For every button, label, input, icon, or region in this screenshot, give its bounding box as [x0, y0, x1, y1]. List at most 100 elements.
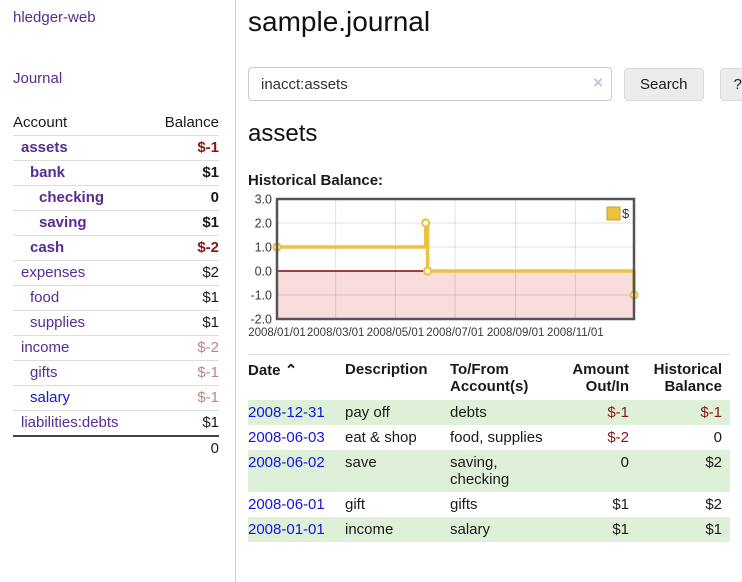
- transaction-historical: $2: [705, 496, 722, 513]
- transaction-amount: $1: [560, 517, 637, 542]
- svg-text:3.0: 3.0: [255, 193, 272, 207]
- transaction-date-link[interactable]: 2008-06-01: [248, 496, 325, 513]
- accounts-header-balance: Balance: [164, 113, 219, 131]
- account-balance: $1: [149, 159, 219, 185]
- transaction-historical: $-1: [637, 400, 730, 425]
- account-balance: $2: [149, 259, 219, 285]
- transaction-amount: $-1: [560, 400, 637, 425]
- account-row-liabilities-debts: liabilities:debts $1: [13, 409, 219, 436]
- account-link-assets[interactable]: assets: [21, 139, 68, 156]
- account-link-saving[interactable]: saving: [39, 214, 87, 231]
- account-link-bank[interactable]: bank: [30, 164, 66, 181]
- transaction-description: gift: [345, 496, 366, 513]
- accounts-table: Account Balance assets $-1 bank $1 check…: [13, 110, 219, 461]
- page-title: sample.journal: [248, 6, 431, 37]
- transaction-date-link[interactable]: 2008-06-03: [248, 429, 325, 446]
- column-header-historical: Historical Balance: [653, 361, 722, 395]
- account-row-gifts: gifts $-1: [13, 359, 219, 385]
- register-row: 2008-06-03 eat & shop food, supplies $-2…: [248, 425, 730, 450]
- total-balance: 0: [149, 434, 219, 461]
- sidebar-item-journal[interactable]: Journal: [13, 70, 63, 87]
- account-row-bank: bank $1: [13, 159, 219, 185]
- account-link-gifts[interactable]: gifts: [30, 364, 58, 381]
- account-balance: $-1: [149, 359, 219, 385]
- account-link-salary[interactable]: salary: [30, 389, 71, 406]
- svg-text:2008/07/01: 2008/07/01: [426, 327, 484, 339]
- sort-ascending-icon: ⌃: [284, 362, 298, 379]
- transaction-accounts: saving, checking: [450, 450, 560, 492]
- column-header-amount: Amount Out/In: [572, 361, 629, 395]
- search-input[interactable]: [248, 67, 612, 101]
- account-row-food: food $1: [13, 284, 219, 310]
- register-row: 2008-12-31 pay off debts $-1 $-1: [248, 400, 730, 425]
- transaction-accounts: food, supplies: [450, 429, 543, 446]
- column-header-date[interactable]: Date ⌃: [248, 355, 345, 401]
- account-link-income[interactable]: income: [21, 339, 70, 356]
- account-row-expenses: expenses $2: [13, 259, 219, 285]
- account-link-expenses[interactable]: expenses: [21, 264, 86, 281]
- account-link-supplies[interactable]: supplies: [30, 314, 86, 331]
- transaction-accounts: debts: [450, 400, 560, 425]
- accounts-header: Account Balance: [13, 110, 219, 135]
- register-row: 2008-06-02 save saving, checking 0 $2: [248, 450, 730, 492]
- account-row-income: income $-2: [13, 334, 219, 360]
- svg-text:$: $: [622, 206, 630, 221]
- transaction-description: pay off: [345, 400, 450, 425]
- account-heading: assets: [248, 120, 318, 147]
- account-link-food[interactable]: food: [30, 289, 60, 306]
- transaction-accounts: gifts: [450, 496, 478, 513]
- clear-search-icon[interactable]: ×: [593, 73, 603, 92]
- account-link-liabilities-debts[interactable]: liabilities:debts: [21, 414, 119, 431]
- svg-text:2.0: 2.0: [255, 217, 272, 231]
- account-row-checking: checking 0: [13, 184, 219, 210]
- column-header-description: Description: [345, 361, 428, 378]
- svg-text:2008/05/01: 2008/05/01: [367, 327, 425, 339]
- svg-text:1.0: 1.0: [255, 241, 272, 255]
- help-button[interactable]: ?: [719, 67, 742, 101]
- account-balance: $-2: [149, 334, 219, 360]
- transaction-date-link[interactable]: 2008-01-01: [248, 521, 325, 538]
- svg-text:2008/01/01: 2008/01/01: [248, 327, 306, 339]
- account-balance: $-1: [149, 384, 219, 410]
- account-balance: $-2: [149, 234, 219, 260]
- column-header-accounts: To/From Account(s): [450, 361, 529, 395]
- transaction-historical: 0: [713, 429, 722, 446]
- transaction-date-link[interactable]: 2008-06-02: [248, 454, 325, 471]
- chart-title: Historical Balance:: [248, 172, 384, 189]
- account-row-salary: salary $-1: [13, 384, 219, 410]
- account-balance: $-1: [149, 134, 219, 160]
- transaction-historical: $1: [637, 517, 730, 542]
- date-header-label: Date: [248, 362, 281, 379]
- register-row: 2008-01-01 income salary $1 $1: [248, 517, 730, 542]
- account-balance: $1: [149, 284, 219, 310]
- account-row-supplies: supplies $1: [13, 309, 219, 335]
- account-row-saving: saving $1: [13, 209, 219, 235]
- main-content: sample.journal × Search ? assets Histori…: [236, 0, 742, 582]
- search-button[interactable]: Search: [624, 67, 704, 101]
- svg-text:2008/09/01: 2008/09/01: [487, 327, 545, 339]
- svg-text:-1.0: -1.0: [250, 289, 272, 303]
- transaction-amount: $1: [612, 496, 629, 513]
- account-balance: $1: [149, 409, 219, 436]
- transaction-description: income: [345, 517, 450, 542]
- register-table: Date ⌃ Description To/From Account(s) Am…: [248, 354, 730, 542]
- transaction-amount: $-2: [607, 429, 629, 446]
- app-title-link[interactable]: hledger-web: [13, 9, 96, 26]
- transaction-date-link[interactable]: 2008-12-31: [248, 404, 325, 421]
- search-form: × Search ?: [248, 67, 742, 101]
- transaction-description: save: [345, 450, 450, 492]
- account-row-assets: assets $-1: [13, 134, 219, 160]
- account-balance: $1: [149, 209, 219, 235]
- account-link-cash[interactable]: cash: [30, 239, 65, 256]
- transaction-accounts: salary: [450, 517, 560, 542]
- register-row: 2008-06-01 gift gifts $1 $2: [248, 492, 730, 517]
- account-row-cash: cash $-2: [13, 234, 219, 260]
- accounts-total-row: 0: [13, 434, 219, 461]
- accounts-header-account: Account: [13, 113, 68, 131]
- sidebar: hledger-web Journal Account Balance asse…: [0, 0, 236, 582]
- account-link-checking[interactable]: checking: [39, 189, 105, 206]
- transaction-description: eat & shop: [345, 429, 417, 446]
- transaction-amount: 0: [560, 450, 637, 492]
